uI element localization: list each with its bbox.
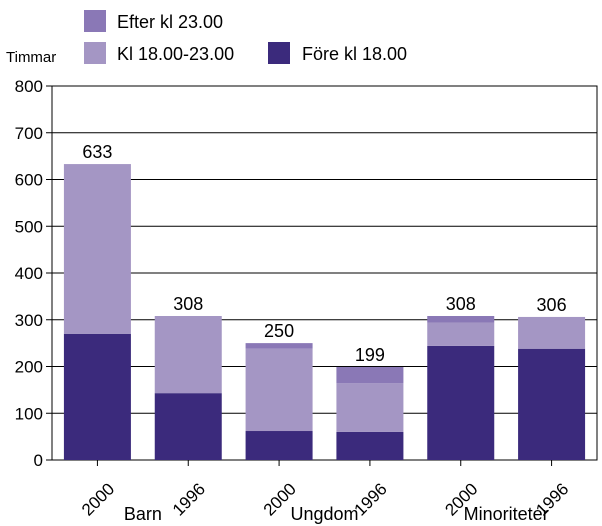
bar-segment (63, 333, 131, 460)
data-label: 250 (264, 321, 294, 341)
y-tick-label: 700 (15, 124, 43, 143)
data-label: 306 (537, 295, 567, 315)
y-tick-label: 0 (34, 451, 43, 470)
bar-segment (427, 316, 495, 323)
y-tick-label: 300 (15, 311, 43, 330)
bar-segment (336, 366, 404, 384)
data-label: 308 (446, 294, 476, 314)
bars: 633 308 250 199 308 306 (63, 142, 586, 460)
data-label: 199 (355, 345, 385, 365)
bar-segment (154, 316, 222, 394)
y-tick-label: 600 (15, 171, 43, 190)
y-tick-label: 800 (15, 77, 43, 96)
legend-swatch-kl (84, 42, 106, 64)
data-label: 633 (82, 142, 112, 162)
bar-segment (427, 322, 495, 346)
legend-swatch-fore (268, 42, 290, 64)
group-label: Barn (124, 504, 162, 524)
bar-segment (336, 383, 404, 432)
bar-segment (154, 393, 222, 460)
group-label: Minoriteter (464, 504, 549, 524)
legend-label-kl: Kl 18.00-23.00 (117, 44, 234, 64)
y-tick-label: 400 (15, 264, 43, 283)
bar-segment (245, 431, 313, 460)
group-label: Ungdom (290, 504, 358, 524)
bar-segment (518, 316, 586, 349)
legend-label-fore: Före kl 18.00 (302, 44, 407, 64)
bar-segment (336, 431, 404, 460)
y-axis-label: Timmar (6, 49, 56, 66)
y-tick-label: 200 (15, 358, 43, 377)
legend: Efter kl 23.00 Kl 18.00-23.00 Före kl 18… (84, 10, 407, 64)
y-tick-label: 100 (15, 404, 43, 423)
x-tick-label: 2000 (78, 479, 118, 519)
data-label: 308 (173, 294, 203, 314)
y-tick-label: 500 (15, 217, 43, 236)
bar-segment (63, 164, 131, 334)
bar-segment (427, 345, 495, 460)
legend-label-efter: Efter kl 23.00 (117, 12, 223, 32)
legend-swatch-efter (84, 10, 106, 32)
bar-segment (518, 348, 586, 460)
x-tick-label: 1996 (169, 479, 209, 519)
bar-segment (245, 348, 313, 432)
y-axis: 0 100 200 300 400 500 600 700 800 (15, 77, 52, 470)
gridlines (52, 132, 597, 414)
bar-segment (245, 343, 313, 349)
